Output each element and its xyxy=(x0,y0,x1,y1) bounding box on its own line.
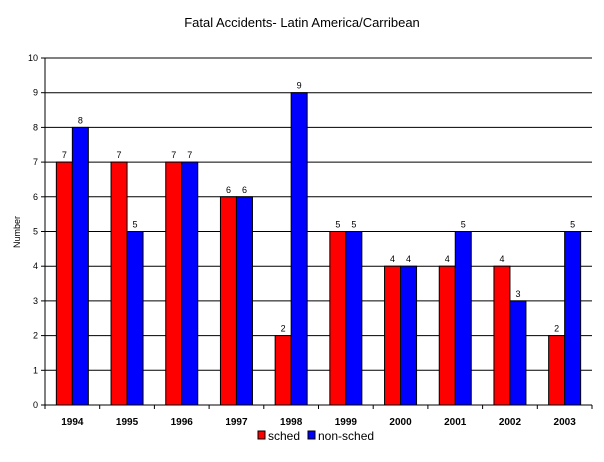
bar-non-sched-1996 xyxy=(181,161,199,406)
bar-non-sched-2003 xyxy=(564,231,582,406)
data-label: 7 xyxy=(62,150,67,160)
data-label: 4 xyxy=(390,254,395,264)
x-tick-label: 2003 xyxy=(554,417,577,428)
x-tick-label: 1997 xyxy=(225,417,248,428)
y-tick-label: 2 xyxy=(33,331,38,341)
data-label: 6 xyxy=(226,185,231,195)
y-tick-label: 8 xyxy=(33,122,38,132)
legend-label-sched: sched xyxy=(268,429,300,443)
x-tick-label: 1998 xyxy=(280,417,303,428)
y-tick-label: 10 xyxy=(28,53,38,63)
bar-non-sched-1995 xyxy=(126,231,144,406)
x-tick-label: 1999 xyxy=(335,417,358,428)
y-tick-label: 1 xyxy=(33,365,38,375)
y-tick-label: 7 xyxy=(33,157,38,167)
legend-swatch-non-sched xyxy=(307,430,316,440)
y-tick-label: 9 xyxy=(33,88,38,98)
y-tick-label: 4 xyxy=(33,261,38,271)
y-tick-label: 3 xyxy=(33,296,38,306)
legend-label-non-sched: non-sched xyxy=(318,429,374,443)
data-label: 5 xyxy=(570,220,575,230)
data-label: 7 xyxy=(117,150,122,160)
data-label: 2 xyxy=(554,324,559,334)
legend: sched non-sched xyxy=(257,429,374,443)
bar-sched-2003 xyxy=(548,335,566,406)
bar-sched-1997 xyxy=(219,196,237,406)
data-label: 2 xyxy=(281,324,286,334)
bar-non-sched-2000 xyxy=(400,265,418,406)
data-label: 7 xyxy=(187,150,192,160)
data-label: 4 xyxy=(406,254,411,264)
x-tick-labels: 1994 1995 1996 1997 1998 1999 2000 2001 2002 2003 xyxy=(61,417,576,428)
data-label: 4 xyxy=(499,254,504,264)
y-tick-label: 5 xyxy=(33,227,38,237)
x-tick-label: 2000 xyxy=(389,417,412,428)
y-tick-label: 0 xyxy=(33,400,38,410)
bar-sched-2002 xyxy=(493,265,511,406)
data-label: 5 xyxy=(351,220,356,230)
data-label: 5 xyxy=(461,220,466,230)
legend-swatch-sched xyxy=(257,430,266,440)
bar-sched-1994 xyxy=(55,161,73,406)
data-label: 3 xyxy=(515,289,520,299)
x-tick-label: 1995 xyxy=(116,417,139,428)
x-tick-label: 2002 xyxy=(499,417,522,428)
bar-sched-2001 xyxy=(438,265,456,406)
data-labels: 7 8 7 5 7 7 6 6 2 9 5 5 4 4 4 5 4 3 2 5 xyxy=(62,81,575,334)
x-tick-label: 2001 xyxy=(444,417,467,428)
bar-sched-1995 xyxy=(110,161,128,406)
bar-sched-1996 xyxy=(165,161,183,406)
bar-sched-1998 xyxy=(274,335,292,406)
data-label: 5 xyxy=(133,220,138,230)
x-tick-label: 1996 xyxy=(171,417,194,428)
chart-title: Fatal Accidents- Latin America/Carribean xyxy=(184,15,420,30)
bars xyxy=(55,92,582,406)
bar-non-sched-1997 xyxy=(235,196,253,406)
data-label: 6 xyxy=(242,185,247,195)
data-label: 9 xyxy=(297,81,302,91)
y-tick-labels: 0 1 2 3 4 5 6 7 8 9 10 xyxy=(28,53,38,410)
data-label: 7 xyxy=(171,150,176,160)
bar-non-sched-1999 xyxy=(345,231,363,406)
y-axis-label: Number xyxy=(12,216,22,248)
bar-sched-2000 xyxy=(384,265,402,406)
axes xyxy=(41,57,593,409)
bar-sched-1999 xyxy=(329,231,347,406)
x-tick-label: 1994 xyxy=(61,417,84,428)
y-tick-label: 6 xyxy=(33,192,38,202)
data-label: 8 xyxy=(78,115,83,125)
data-label: 4 xyxy=(445,254,450,264)
bar-non-sched-2001 xyxy=(454,231,472,406)
data-label: 5 xyxy=(335,220,340,230)
bar-non-sched-1994 xyxy=(71,126,89,406)
bar-non-sched-2002 xyxy=(509,300,527,406)
bar-non-sched-1998 xyxy=(290,92,308,406)
